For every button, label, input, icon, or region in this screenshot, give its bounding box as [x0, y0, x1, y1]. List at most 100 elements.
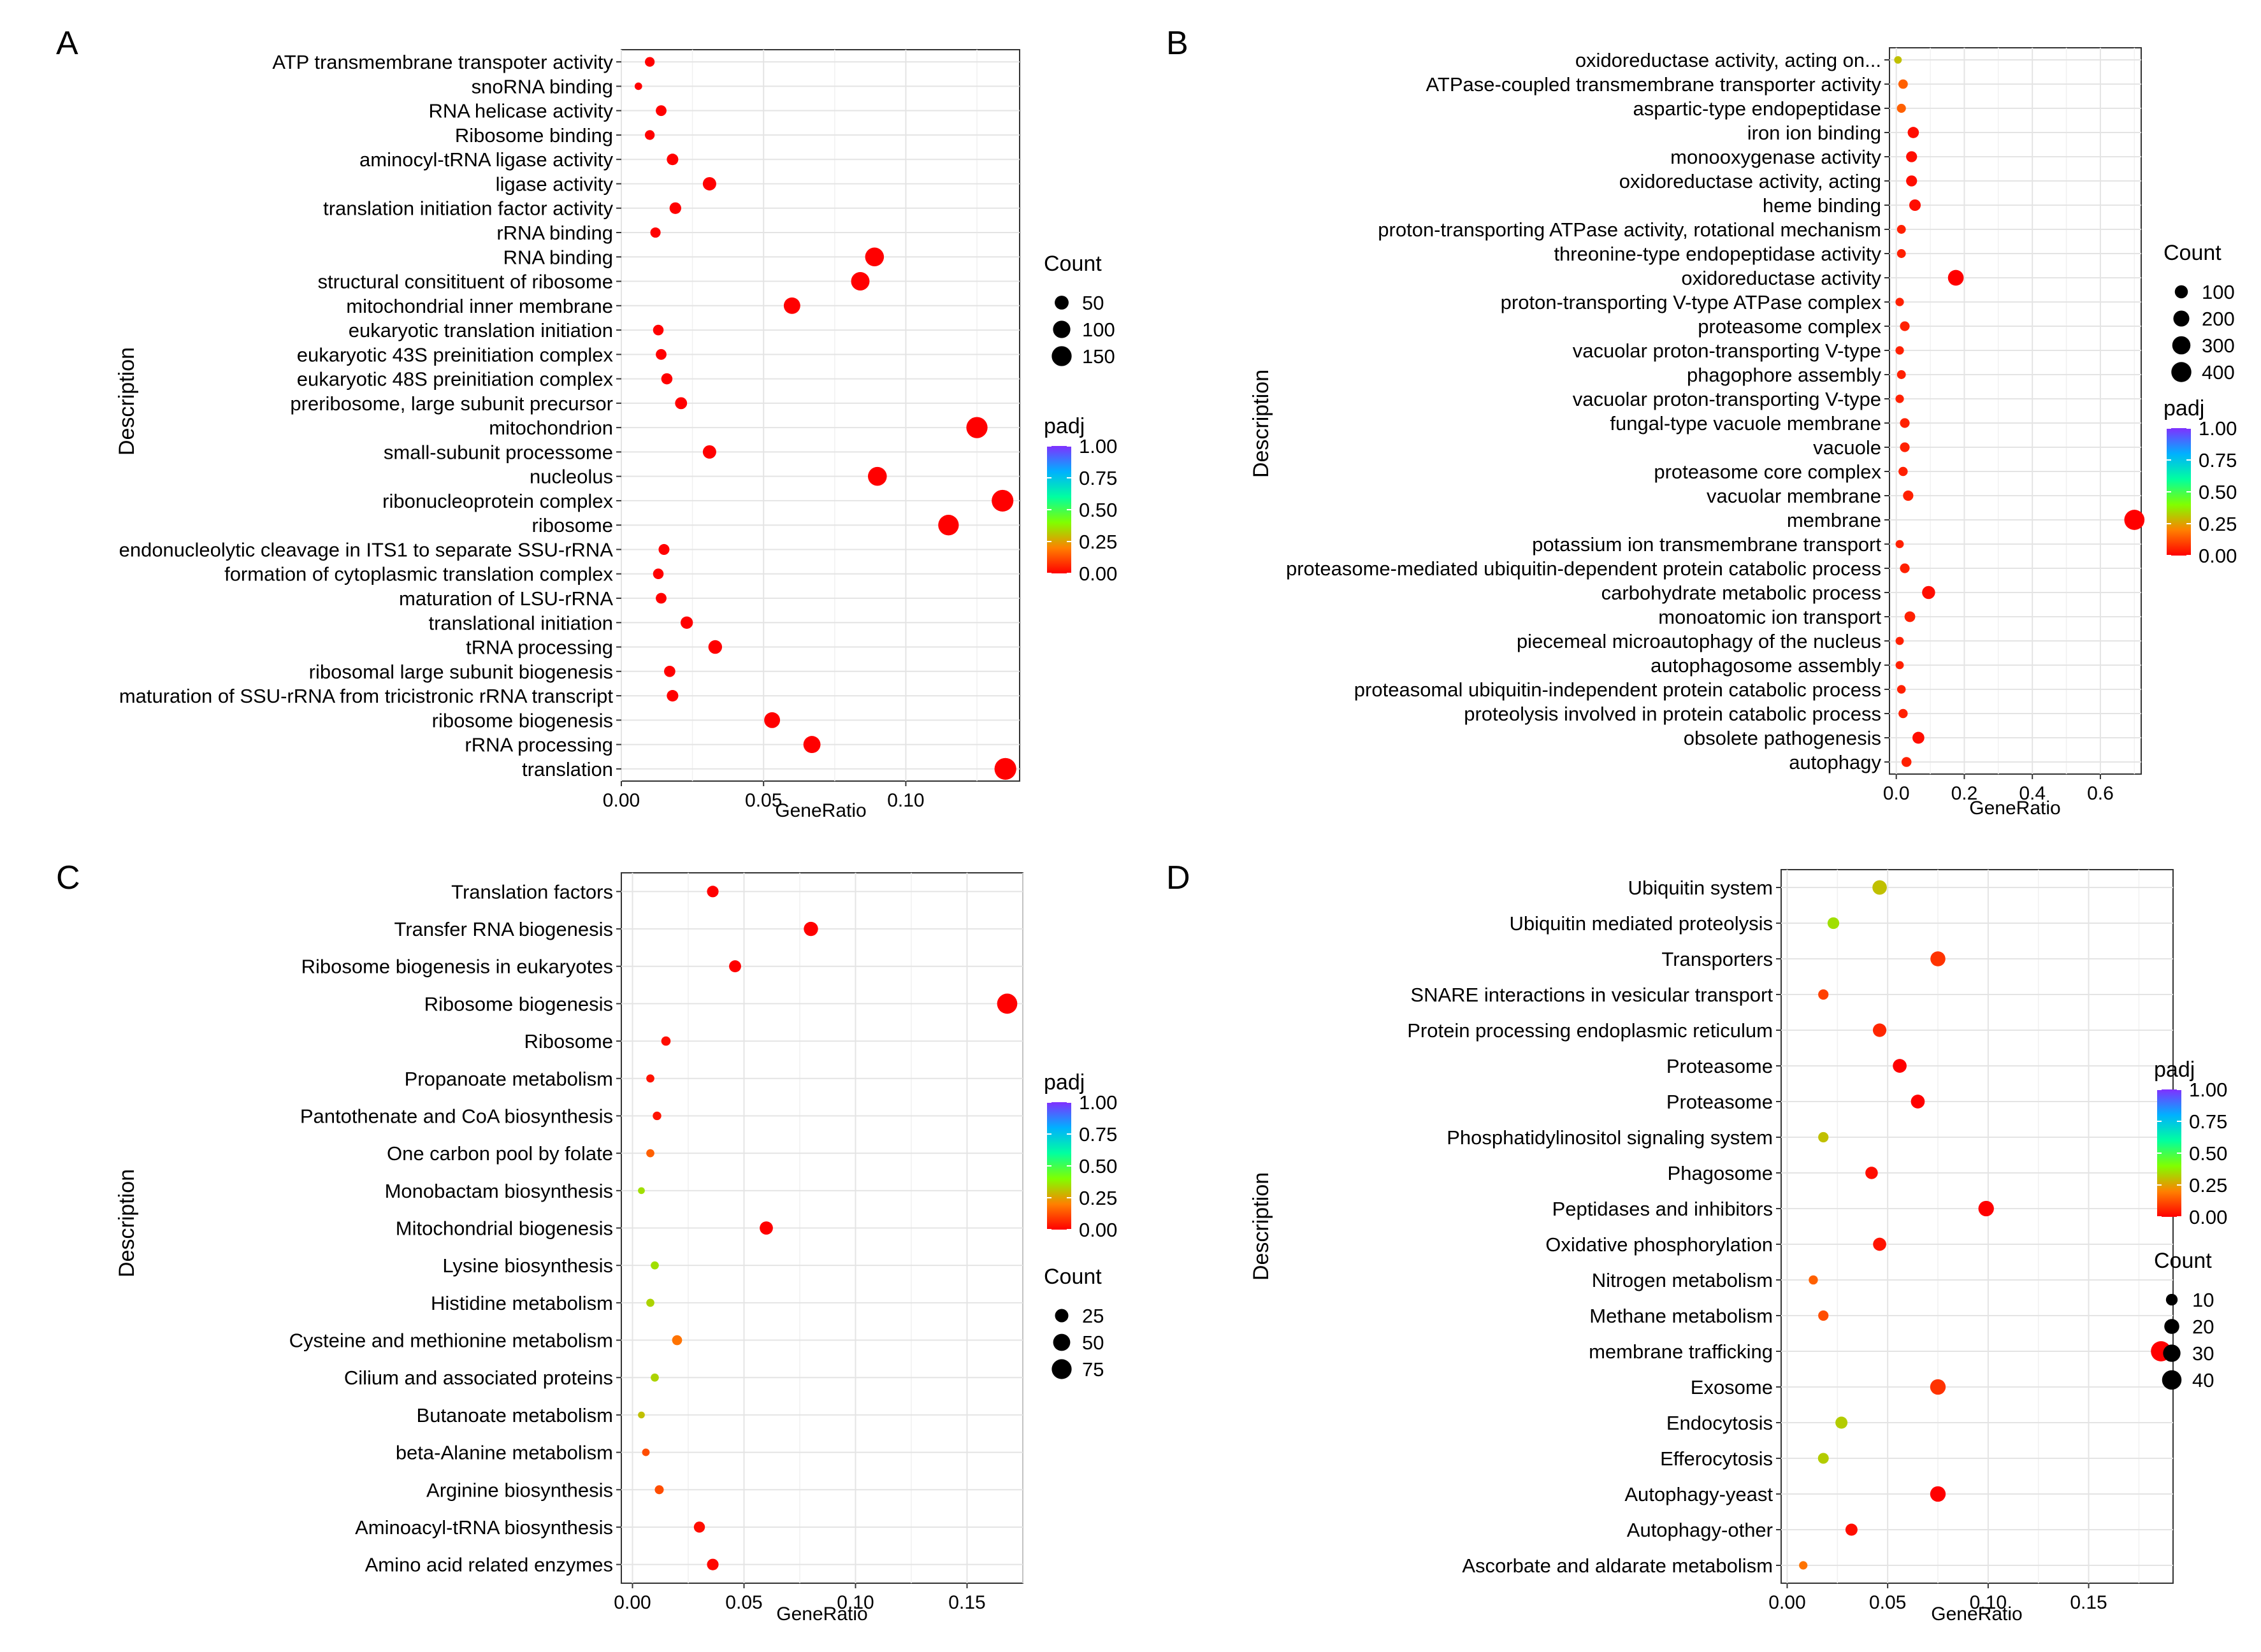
data-point [638, 1411, 645, 1419]
data-point [1873, 1237, 1886, 1251]
data-point [651, 1261, 659, 1270]
data-point [646, 1149, 654, 1158]
y-tick-label: ATP transmembrane transpoter activity [272, 51, 613, 73]
data-point [994, 758, 1016, 780]
data-point [1900, 442, 1910, 452]
y-tick-label: Ubiquitin system [1628, 877, 1773, 899]
data-points [634, 57, 1016, 780]
data-point [1947, 269, 1964, 286]
y-tick-label: snoRNA binding [472, 75, 613, 97]
data-point [1896, 370, 1906, 379]
y-tick-label: translational initiation [428, 612, 613, 634]
color-legend-title: padj [1044, 1070, 1085, 1095]
x-tick-labels: 0.00 0.05 0.10 [603, 781, 925, 811]
y-tick-label: Arginine biosynthesis [426, 1479, 613, 1501]
y-tick-label: eukaryotic translation initiation [349, 319, 613, 341]
y-tick-label: Butanoate metabolism [417, 1404, 613, 1426]
data-point [865, 247, 885, 267]
color-legend-label: 0.00 [1079, 1219, 1117, 1241]
y-tick-label: translation [522, 758, 613, 780]
size-legend-label: 20 [2192, 1316, 2214, 1338]
data-point [1895, 346, 1904, 355]
data-points [1799, 880, 2171, 1570]
data-point [653, 1111, 661, 1121]
y-tick-label: obsolete pathogenesis [1684, 727, 1881, 749]
y-tick-label: eukaryotic 48S preinitiation complex [297, 368, 614, 391]
plot-area [1781, 869, 2174, 1584]
y-tick-label: Amino acid related enzymes [365, 1554, 613, 1576]
data-point [938, 515, 959, 536]
y-tick-label: RNA binding [503, 246, 613, 268]
data-point [1978, 1200, 1994, 1217]
color-legend-label: 0.00 [2199, 545, 2237, 567]
x-tick-label: 0.05 [725, 1592, 762, 1613]
data-point [1909, 199, 1921, 212]
y-tick-label: iron ion binding [1747, 122, 1881, 144]
y-tick-label: proteasome core complex [1654, 461, 1881, 483]
color-legend-label: 1.00 [1079, 435, 1117, 457]
color-legend-label: 0.25 [1079, 1187, 1117, 1209]
y-tick-label: ribosomal large subunit biogenesis [309, 661, 613, 683]
x-tick-label: 0.15 [948, 1592, 985, 1613]
y-tick-label: carbohydrate metabolic process [1601, 582, 1881, 604]
data-point [653, 568, 664, 580]
size-legend-label: 200 [2202, 308, 2235, 330]
x-tick-label: 0.10 [1970, 1592, 2007, 1613]
data-point [672, 1335, 683, 1346]
x-tick-labels: 0.00 0.05 0.10 0.15 [1768, 1583, 2107, 1613]
size-legend-dot [2173, 310, 2190, 327]
size-legend-dot [2162, 1370, 2182, 1390]
color-legend-title: padj [1044, 414, 1085, 438]
y-tick-label: Cysteine and methionine metabolism [289, 1330, 613, 1352]
color-legend-label: 0.00 [1079, 563, 1117, 585]
y-tick-label: proton-transporting ATPase activity, rot… [1378, 219, 1881, 241]
size-legend-dot [1051, 1359, 1072, 1379]
y-tick-label: Transfer RNA biogenesis [394, 918, 613, 940]
y-tick-label: beta-Alanine metabolism [396, 1442, 613, 1464]
y-tick-label: Proteasome [1666, 1055, 1773, 1077]
size-legend-dot [1053, 320, 1071, 338]
data-point [851, 272, 870, 291]
data-point [634, 82, 642, 90]
data-point [992, 489, 1014, 512]
y-axis-title: Description [115, 347, 139, 456]
data-point [693, 1521, 705, 1533]
y-tick-label: Peptidases and inhibitors [1552, 1198, 1773, 1220]
data-point [644, 130, 655, 140]
y-tick-label: proteolysis involved in protein cataboli… [1464, 703, 1881, 725]
data-point [656, 348, 667, 360]
x-tick-label: 0.00 [603, 790, 640, 811]
data-point [658, 543, 670, 556]
data-point [1906, 175, 1918, 187]
plot-area [621, 49, 1020, 782]
y-tick-label: Lysine biosynthesis [442, 1254, 613, 1277]
y-tick-label: Ubiquitin mediated proteolysis [1509, 912, 1773, 935]
y-tick-label: maturation of LSU-rRNA [399, 587, 613, 610]
y-tick-label: oxidoreductase activity [1681, 267, 1881, 289]
panel-b: B Description oxidoreductase activity, a… [1166, 25, 2237, 819]
size-legend: Count 25 50 75 [1044, 1265, 1104, 1381]
size-legend-dot [2171, 362, 2192, 382]
data-point [1898, 466, 1908, 477]
data-point [664, 665, 675, 677]
y-tick-label: proteasome complex [1698, 315, 1881, 338]
data-point [1898, 79, 1908, 89]
y-tick-label: vacuole [1813, 436, 1881, 459]
panel-d: D Description Ubiquitin systemUbiquitin … [1166, 859, 2227, 1625]
color-legend: padj 1.00 0.75 0.50 0.25 0.00 [1044, 414, 1117, 585]
data-point [1845, 1523, 1858, 1536]
y-tick-label: ribosome biogenesis [432, 709, 613, 731]
data-point [646, 1298, 654, 1307]
x-tick-label: 0.2 [1951, 783, 1978, 804]
data-point [1896, 103, 1906, 113]
x-tick-label: 0.0 [1883, 783, 1910, 804]
x-axis-title: GeneRatio [775, 800, 866, 821]
panel-label: D [1166, 859, 1190, 896]
panel-c: C Description Translation factors Transfe… [56, 859, 1117, 1625]
data-point [803, 736, 821, 754]
color-legend-label: 0.25 [2189, 1174, 2227, 1196]
size-legend-dot [2172, 336, 2191, 355]
x-tick-labels: 0.00 0.05 0.10 0.15 [614, 1583, 986, 1613]
y-tick-label: proton-transporting V-type ATPase comple… [1501, 291, 1882, 313]
size-legend-dot [1055, 1309, 1069, 1323]
